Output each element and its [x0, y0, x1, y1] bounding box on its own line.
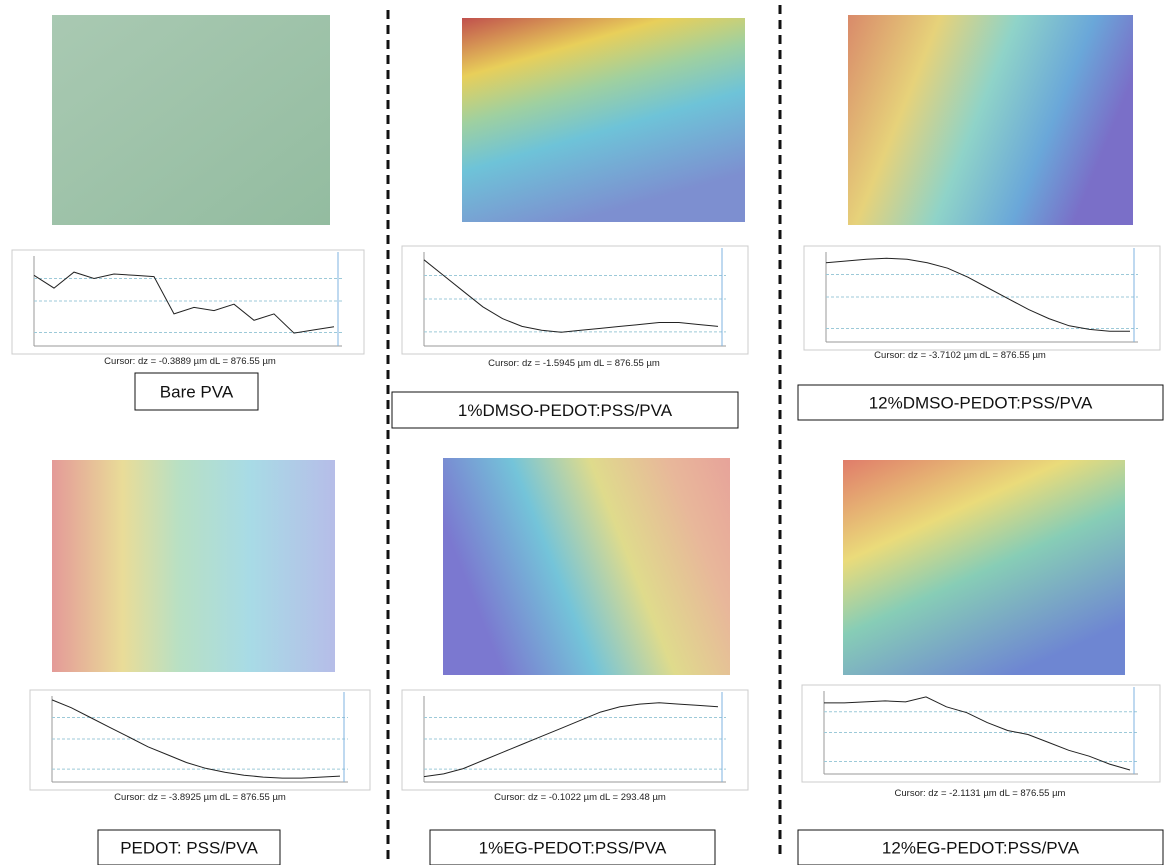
cursor-readout: Cursor: dz = -0.3889 µm dL = 876.55 µm: [104, 356, 276, 367]
micrograph: [848, 15, 1133, 225]
cursor-readout: Cursor: dz = -1.5945 µm dL = 876.55 µm: [488, 358, 660, 369]
panel-label: 1%DMSO-PEDOT:PSS/PVA: [458, 401, 673, 420]
panel-label: 12%DMSO-PEDOT:PSS/PVA: [869, 394, 1093, 413]
panel-label: 12%EG-PEDOT:PSS/PVA: [882, 839, 1080, 858]
cursor-readout: Cursor: dz = -3.7102 µm dL = 876.55 µm: [874, 350, 1046, 361]
profile-frame: [804, 246, 1160, 350]
profile-frame: [12, 250, 364, 354]
micrograph: [52, 15, 330, 225]
cursor-readout: Cursor: dz = -0.1022 µm dL = 293.48 µm: [494, 792, 666, 803]
panel-label: 1%EG-PEDOT:PSS/PVA: [479, 839, 667, 858]
panel-label: PEDOT: PSS/PVA: [120, 839, 258, 858]
micrograph: [462, 18, 745, 222]
micrograph: [843, 460, 1125, 675]
profile-frame: [802, 685, 1160, 782]
profile-frame: [30, 690, 370, 790]
cursor-readout: Cursor: dz = -3.8925 µm dL = 876.55 µm: [114, 792, 286, 803]
figure: Cursor: dz = -0.3889 µm dL = 876.55 µm Ba…: [0, 0, 1166, 865]
page: {"panels": [ {"label": "Bare PVA", "curs…: [0, 0, 1166, 865]
micrograph: [52, 460, 335, 672]
cursor-readout: Cursor: dz = -2.1131 µm dL = 876.55 µm: [895, 788, 1066, 799]
panel-label: Bare PVA: [160, 383, 234, 402]
micrograph: [443, 458, 730, 675]
profile-frame: [402, 246, 748, 354]
